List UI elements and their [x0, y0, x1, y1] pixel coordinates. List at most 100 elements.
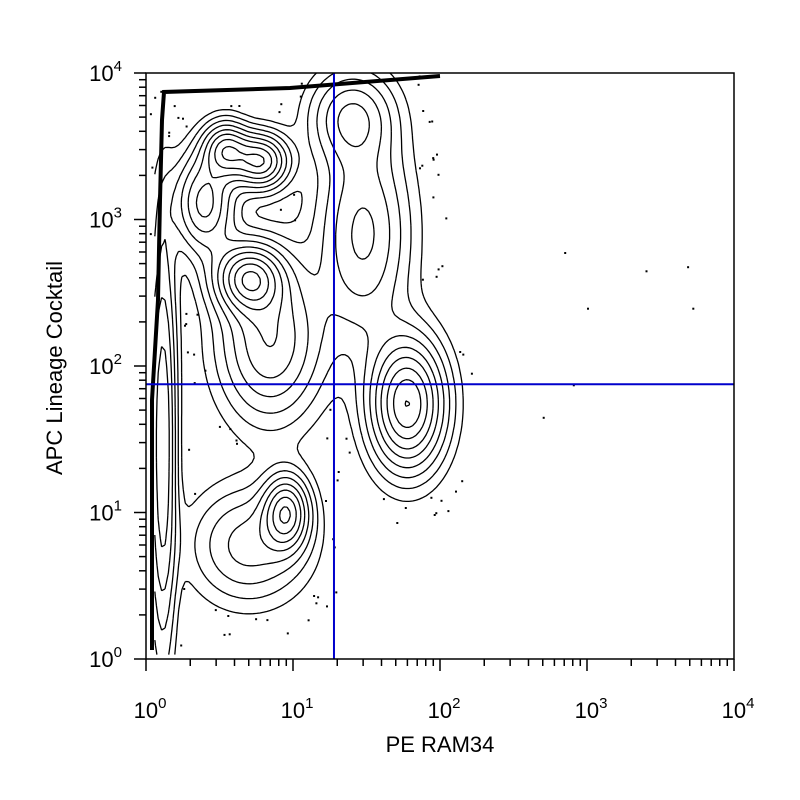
x-axis-title: PE RAM34 — [386, 732, 495, 757]
event-dot — [396, 522, 399, 524]
contour-level — [154, 78, 451, 631]
y-tick-label-base: 10 — [89, 354, 113, 379]
contour-level — [195, 133, 434, 544]
event-dot — [168, 135, 171, 138]
event-dot — [421, 164, 424, 167]
event-dot — [692, 307, 695, 310]
contour-level — [154, 73, 464, 655]
y-axis-ticks — [134, 72, 146, 660]
x-tick-label-base: 10 — [428, 698, 452, 723]
y-tick-label-exponent: 4 — [114, 58, 122, 75]
event-dot — [313, 595, 316, 597]
event-dot — [214, 609, 217, 612]
y-tick-label-exponent: 3 — [114, 205, 122, 222]
contour-level — [241, 270, 411, 407]
y-tick-label: 100 — [89, 644, 122, 672]
y-tick-label: 104 — [89, 58, 122, 86]
event-dot — [315, 602, 318, 605]
event-dot — [294, 219, 297, 222]
event-dot — [185, 323, 188, 326]
y-tick-label-base: 10 — [89, 61, 113, 86]
event-dot — [440, 499, 443, 502]
x-tick-label-exponent: 0 — [158, 695, 166, 712]
event-dot — [307, 619, 310, 622]
event-dot — [428, 120, 431, 123]
event-dot — [441, 265, 444, 268]
event-dot — [436, 153, 438, 156]
event-dot — [433, 514, 436, 516]
event-dot — [160, 90, 163, 93]
event-dot — [462, 353, 465, 356]
event-dot — [188, 448, 191, 451]
y-tick-label-base: 10 — [89, 501, 113, 526]
contour-level — [155, 103, 440, 552]
event-dot — [162, 96, 165, 99]
x-axis-tick-labels: 100 101 102 103 104 — [134, 695, 755, 723]
event-dot — [255, 618, 258, 621]
event-dot — [564, 252, 567, 254]
x-tick-label: 100 — [134, 695, 167, 723]
y-tick-label: 101 — [89, 498, 122, 526]
x-tick-label: 102 — [428, 695, 461, 723]
event-dot — [432, 158, 435, 161]
event-dot — [299, 95, 302, 98]
event-dot — [194, 492, 197, 495]
event-dot — [417, 83, 420, 86]
event-dot — [193, 353, 196, 356]
contour-level — [154, 73, 457, 655]
x-tick-label-exponent: 4 — [746, 695, 754, 712]
y-tick-label-base: 10 — [89, 647, 113, 672]
event-dot — [461, 480, 464, 483]
event-dot — [382, 498, 385, 501]
event-dot — [447, 510, 450, 513]
event-dot — [419, 167, 421, 170]
event-dot — [348, 451, 351, 454]
event-dot — [293, 193, 296, 196]
event-dot — [266, 619, 269, 622]
event-dot — [432, 196, 435, 199]
event-dot — [154, 96, 157, 99]
event-dot — [238, 105, 241, 107]
event-dot — [422, 110, 425, 112]
event-dot — [229, 428, 232, 431]
event-dot — [185, 312, 188, 315]
event-dot — [337, 471, 340, 473]
event-dot — [168, 131, 171, 134]
event-dot — [223, 633, 226, 636]
event-dot — [196, 313, 199, 316]
event-dot — [204, 369, 207, 372]
outlier-dots — [149, 75, 695, 647]
event-dot — [325, 500, 327, 502]
y-tick-label-exponent: 1 — [114, 498, 122, 515]
x-tick-label-exponent: 3 — [599, 695, 607, 712]
event-dot — [645, 270, 648, 273]
event-dot — [218, 425, 221, 428]
y-axis-title: APC Lineage Cocktail — [42, 261, 67, 475]
x-tick-label-base: 10 — [134, 698, 158, 723]
event-dot — [335, 591, 338, 594]
event-dot — [183, 588, 186, 590]
event-dot — [404, 507, 407, 509]
event-dot — [421, 278, 424, 281]
y-tick-label-exponent: 2 — [114, 351, 122, 368]
x-tick-label-exponent: 1 — [305, 695, 313, 712]
event-dot — [431, 120, 434, 123]
event-dot — [542, 416, 545, 419]
event-dot — [459, 351, 462, 353]
event-dot — [345, 437, 348, 440]
event-dot — [180, 644, 183, 647]
event-dot — [173, 105, 176, 108]
event-dot — [184, 324, 186, 327]
event-dot — [470, 372, 473, 375]
event-dot — [177, 116, 180, 119]
event-dot — [227, 615, 230, 617]
event-dot — [149, 233, 152, 236]
quadrant-gates — [146, 73, 734, 659]
event-dot — [587, 307, 589, 310]
event-dot — [437, 268, 440, 271]
event-dot — [435, 275, 438, 278]
event-dot — [235, 439, 238, 442]
y-tick-label: 103 — [89, 205, 122, 233]
